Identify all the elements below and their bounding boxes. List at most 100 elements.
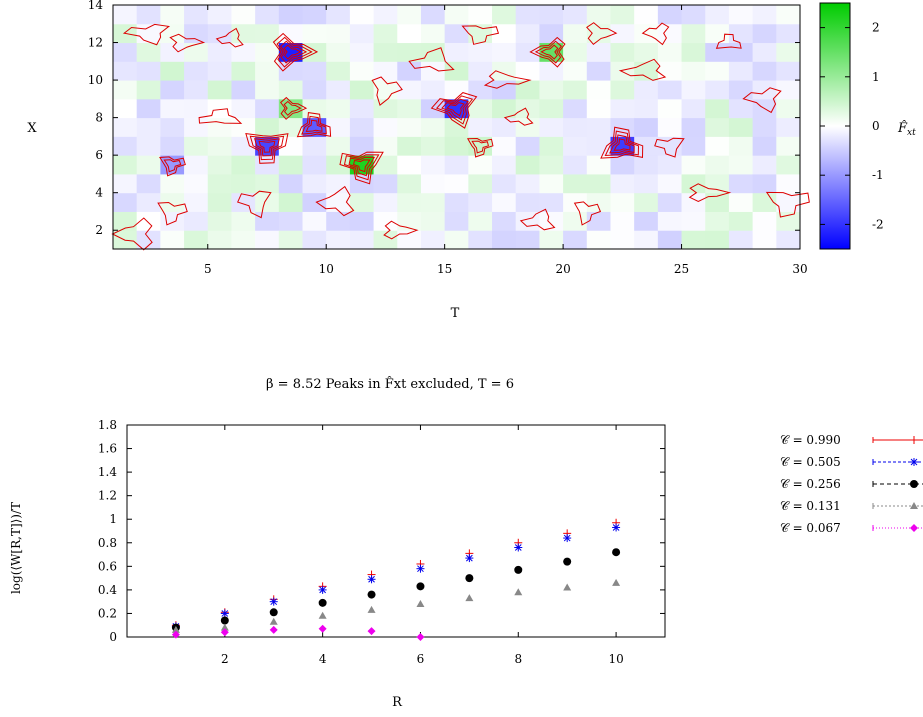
heatmap-cell [681, 23, 706, 44]
contour-line [483, 70, 532, 89]
heatmap-cell [563, 230, 588, 250]
heatmap-cell [634, 42, 659, 62]
legend-marker [910, 502, 918, 509]
contour-line [765, 191, 810, 218]
data-point [367, 605, 376, 613]
contour-line [604, 130, 640, 157]
data-point [318, 624, 327, 633]
contour-line [163, 159, 182, 173]
heatmap-cell [752, 42, 777, 62]
heatmap-cell [728, 61, 754, 81]
heatmap-cell [373, 80, 398, 100]
heatmap-cell [207, 155, 232, 175]
contour-line [296, 112, 332, 138]
y-tick-label: 10 [88, 73, 103, 87]
scatter-points [171, 518, 621, 641]
contour-line [529, 36, 566, 68]
contour-line [654, 137, 685, 158]
colorbar-tick-label: -1 [872, 168, 884, 182]
heatmap-cell [231, 117, 256, 137]
heatmap-cell [539, 117, 564, 137]
heatmap-cell [492, 173, 517, 194]
heatmap-cell [610, 61, 635, 81]
heatmap-cell [207, 192, 232, 212]
heatmap-cell [113, 80, 138, 100]
heatmap-cell [705, 5, 730, 25]
heatmap-cell [207, 117, 232, 137]
heatmap-cell [397, 42, 422, 62]
heatmap-x-label: T [451, 306, 460, 321]
data-point [220, 616, 229, 625]
heatmap-cell [113, 117, 138, 137]
heatmap-cell [515, 61, 540, 81]
heatmap-cell [326, 173, 351, 194]
heatmap-cell [302, 5, 327, 25]
heatmap-cell [207, 136, 232, 156]
heatmap-cell [634, 155, 659, 175]
heatmap-cell [515, 230, 540, 250]
heatmap-cell [752, 23, 777, 44]
contour-line [371, 76, 403, 106]
heatmap-cell [113, 5, 138, 25]
heatmap-cell [444, 42, 469, 62]
heatmap-cell [207, 61, 232, 81]
heatmap-cell [657, 117, 683, 137]
heatmap-cell [657, 80, 683, 100]
y-tick-label: 0.8 [98, 536, 117, 550]
heatmap-cell [255, 173, 280, 194]
data-point [318, 585, 327, 594]
colorbar-tick-label: 2 [872, 21, 880, 35]
heatmap-cell [160, 192, 185, 212]
heatmap-cell [278, 23, 304, 44]
legend-label: 𝒞 = 0.505 [780, 455, 841, 469]
heatmap-cell [231, 155, 256, 175]
contour-line [122, 23, 171, 46]
heatmap-cell [468, 23, 493, 44]
contour-line [446, 101, 465, 117]
contour-line [613, 138, 631, 151]
heatmap-cell [539, 173, 564, 194]
heatmap-cell [681, 211, 706, 231]
heatmap-cell [705, 23, 730, 44]
series-2 [171, 548, 621, 632]
series-0 [171, 518, 621, 630]
y-tick-label: 12 [88, 36, 103, 50]
heatmap-cell [515, 117, 540, 137]
heatmap-cell [657, 155, 683, 175]
heatmap-cell [160, 42, 185, 62]
heatmap-cell [326, 117, 351, 137]
heatmap-cell [302, 192, 327, 212]
contour-line [471, 140, 489, 154]
data-point [612, 523, 621, 532]
heatmap-cell [160, 5, 185, 25]
contour-line [609, 134, 635, 154]
heatmap-cell [610, 211, 635, 231]
heatmap-cell [610, 5, 635, 25]
heatmap-cell [563, 211, 588, 231]
heatmap-cell [586, 230, 611, 250]
heatmap-cell [326, 155, 351, 175]
contour-line [245, 133, 289, 164]
heatmap-cell [468, 5, 493, 25]
heatmap-cell [397, 80, 422, 100]
heatmap-cell [776, 42, 801, 62]
heatmap-cell [539, 230, 564, 250]
data-point [220, 628, 229, 637]
heatmap-cell [255, 117, 280, 137]
heatmap-cell [444, 230, 469, 250]
heatmap-cell [444, 80, 469, 100]
contour-line [159, 156, 186, 177]
heatmap-cell [705, 80, 730, 100]
heatmap-cell [231, 61, 256, 81]
heatmap-cell [373, 61, 398, 81]
contour-line [742, 87, 782, 114]
legend-label: 𝒞 = 0.131 [780, 499, 841, 513]
heatmap-cell [752, 80, 777, 100]
heatmap-cell [184, 211, 209, 231]
x-tick-label: 10 [319, 262, 334, 276]
heatmap-cell [278, 155, 304, 175]
contour-line [461, 25, 500, 45]
series-3 [171, 578, 621, 633]
heatmap-cell [634, 5, 659, 25]
contour-line [534, 40, 562, 64]
